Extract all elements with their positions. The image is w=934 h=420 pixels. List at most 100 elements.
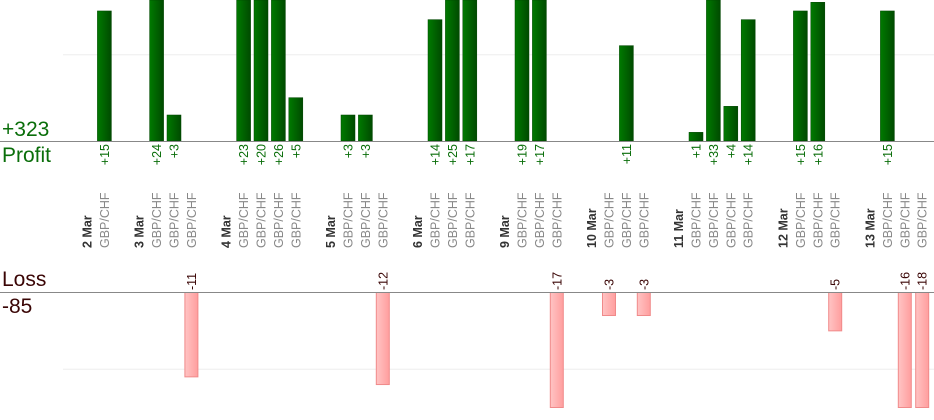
profit-bar (880, 10, 895, 142)
profit-bar (619, 45, 634, 142)
profit-value-label: +25 (446, 144, 460, 165)
instrument-label: GBP/CHF (255, 192, 269, 248)
date-label: 12 Mar (777, 208, 791, 248)
date-label: 3 Mar (133, 215, 147, 248)
date-label: 5 Mar (324, 215, 338, 248)
profit-bar (340, 114, 356, 142)
instrument-label: GBP/CHF (376, 192, 390, 248)
instrument-label: GBP/CHF (359, 192, 373, 248)
profit-value-label: +14 (429, 144, 443, 165)
date-label: 9 Mar (498, 215, 512, 248)
instrument-label: GBP/CHF (690, 192, 704, 248)
instrument-label: GBP/CHF (342, 192, 356, 248)
profit-bar (740, 19, 756, 142)
profit-value-label: +19 (516, 144, 530, 165)
loss-value-label: -11 (185, 273, 199, 290)
instrument-label: GBP/CHF (829, 192, 843, 248)
profit-bar (253, 0, 269, 142)
profit-bar (532, 0, 547, 142)
profit-bar (236, 0, 251, 142)
profit-value-label: +15 (794, 144, 808, 165)
profit-bar (271, 0, 286, 142)
loss-value-label: -16 (898, 272, 912, 290)
instrument-label: GBP/CHF (463, 192, 477, 248)
profit-bar (445, 0, 460, 142)
profit-value-label: +23 (237, 144, 251, 165)
loss-bar (897, 292, 912, 408)
date-label: 13 Mar (864, 208, 878, 248)
instrument-label: GBP/CHF (916, 192, 930, 248)
loss-bar (602, 292, 616, 317)
date-label: 11 Mar (672, 209, 686, 248)
profit-value-label: +3 (359, 144, 373, 158)
instrument-label: GBP/CHF (185, 192, 199, 248)
instrument-label: GBP/CHF (637, 192, 651, 248)
profit-value-label: +14 (742, 144, 756, 165)
loss-value-label: -5 (829, 279, 843, 290)
loss-value-label: -3 (637, 279, 651, 290)
loss-bar (828, 292, 843, 332)
profit-bar (97, 10, 112, 142)
profit-value-label: +4 (724, 144, 738, 158)
instrument-label: GBP/CHF (446, 192, 460, 248)
profit-total: +323 (2, 118, 50, 141)
instrument-label: GBP/CHF (533, 192, 547, 248)
instrument-label: GBP/CHF (272, 192, 286, 248)
profit-value-label: +17 (463, 144, 477, 165)
loss-bar (184, 292, 199, 378)
date-label: 10 Mar (585, 208, 599, 248)
profit-bar (358, 114, 373, 142)
profit-value-label: +5 (289, 144, 303, 158)
loss-bar (915, 292, 930, 408)
profit-value-label: +16 (811, 144, 825, 165)
instrument-label: GBP/CHF (724, 192, 738, 248)
instrument-label: GBP/CHF (620, 192, 634, 248)
loss-bar (375, 292, 390, 386)
loss-value-label: -18 (916, 272, 930, 290)
date-label: 2 Mar (81, 215, 95, 248)
instrument-label: GBP/CHF (603, 192, 617, 248)
instrument-label: GBP/CHF (168, 192, 182, 248)
profit-bar (723, 106, 739, 142)
profit-value-label: +17 (533, 144, 547, 165)
profit-bar (688, 132, 704, 142)
loss-total: -85 (2, 295, 33, 318)
profit-value-label: +3 (342, 144, 356, 158)
profit-bar (793, 10, 808, 142)
profit-value-label: +15 (98, 144, 112, 165)
loss-value-label: -17 (550, 272, 564, 290)
date-label: 4 Mar (220, 215, 234, 248)
profit-value-label: +26 (272, 144, 286, 165)
instrument-label: GBP/CHF (289, 192, 303, 248)
profit-bar (288, 97, 304, 142)
instrument-label: GBP/CHF (811, 192, 825, 248)
profit-bar (149, 0, 164, 142)
instrument-label: GBP/CHF (881, 192, 895, 248)
loss-label: Loss (2, 268, 47, 291)
profit-value-label: +3 (168, 144, 182, 158)
profit-value-label: +15 (881, 144, 895, 165)
instrument-label: GBP/CHF (794, 192, 808, 248)
instrument-label: GBP/CHF (150, 192, 164, 248)
profit-value-label: +11 (620, 144, 634, 164)
loss-value-label: -3 (603, 279, 617, 290)
profit-bar (810, 2, 826, 142)
loss-bar (636, 292, 651, 317)
profit-bar (462, 0, 478, 142)
instrument-label: GBP/CHF (742, 192, 756, 248)
loss-value-label: -12 (376, 272, 390, 290)
profit-label: Profit (2, 144, 52, 167)
instrument-label: GBP/CHF (707, 192, 721, 248)
profit-bar (166, 114, 182, 142)
date-label: 6 Mar (411, 215, 425, 248)
profit-bar (427, 19, 443, 142)
instrument-label: GBP/CHF (898, 192, 912, 248)
instrument-label: GBP/CHF (98, 192, 112, 248)
loss-bar (549, 292, 564, 408)
profit-value-label: +1 (690, 144, 704, 158)
profit-value-label: +20 (255, 144, 269, 165)
profit-bar (706, 0, 721, 142)
instrument-label: GBP/CHF (516, 192, 530, 248)
instrument-label: GBP/CHF (550, 192, 564, 248)
